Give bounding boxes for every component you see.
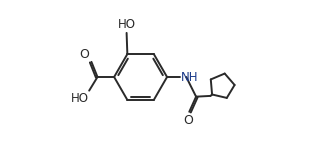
- Text: NH: NH: [181, 71, 198, 83]
- Text: HO: HO: [118, 18, 136, 31]
- Text: O: O: [184, 114, 194, 127]
- Text: HO: HO: [71, 92, 89, 105]
- Text: O: O: [80, 48, 90, 61]
